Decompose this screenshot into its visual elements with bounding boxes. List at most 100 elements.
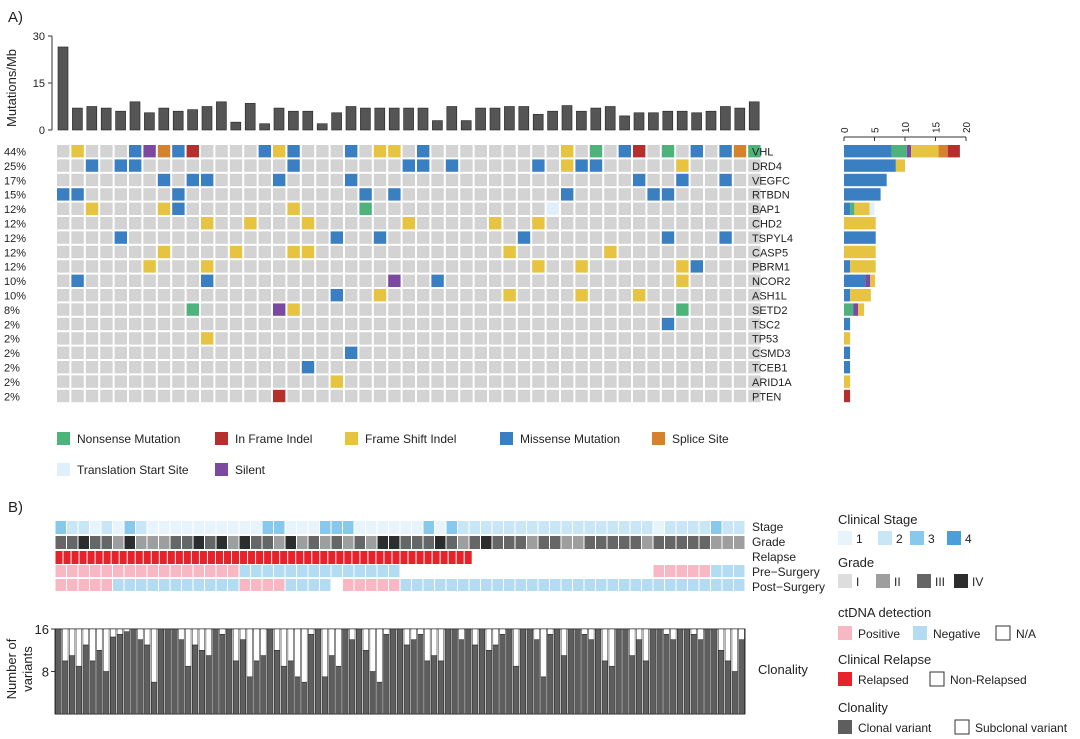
clonal-bar <box>622 628 629 715</box>
grade-cell <box>400 536 411 549</box>
grade-cell <box>665 536 676 549</box>
empty-cell <box>402 245 415 259</box>
clonal-bar <box>506 628 513 715</box>
subclonal-bar <box>403 628 410 646</box>
subclonal-bar <box>369 628 376 672</box>
clonal-bar <box>390 628 397 715</box>
empty-cell <box>431 361 444 374</box>
empty-cell <box>388 332 401 345</box>
post-surgery-cell <box>55 579 66 591</box>
empty-cell <box>589 346 603 359</box>
stage-cell <box>688 521 699 534</box>
stage-cell <box>205 521 216 534</box>
empty-cell <box>244 159 257 172</box>
empty-cell <box>661 332 675 345</box>
tmb-bar <box>662 110 674 131</box>
empty-cell <box>489 202 502 215</box>
stage-cell <box>400 521 411 534</box>
relapse-cell <box>272 551 280 564</box>
tmb-bar <box>604 106 616 131</box>
empty-cell <box>733 217 747 230</box>
empty-cell <box>517 274 531 287</box>
stage-cell <box>297 521 308 534</box>
empty-cell <box>604 173 617 187</box>
post-surgery-cell <box>676 579 687 591</box>
relapse-cell <box>360 551 368 564</box>
empty-cell <box>546 274 559 287</box>
empty-cell <box>604 145 617 158</box>
legend-label-missense: Missense Mutation <box>520 432 620 446</box>
empty-cell <box>229 289 243 302</box>
clonality-axis: 816 <box>35 622 55 680</box>
empty-cell <box>546 245 559 259</box>
subclonal-bar <box>246 628 253 678</box>
empty-cell <box>57 346 70 359</box>
empty-cell <box>71 375 84 388</box>
empty-cell <box>460 361 473 374</box>
relapse-cell <box>641 551 649 564</box>
empty-cell <box>647 260 660 273</box>
empty-cell <box>589 274 603 287</box>
tmb-bar <box>676 110 688 131</box>
empty-cell <box>273 274 286 287</box>
grade-cell <box>55 536 66 549</box>
relapse-cell <box>552 551 560 564</box>
gene-percentage: 2% <box>4 319 20 331</box>
empty-cell <box>460 289 473 302</box>
empty-cell <box>690 361 703 374</box>
clonal-bar <box>253 660 260 715</box>
empty-cell <box>705 361 718 374</box>
empty-cell <box>244 361 257 374</box>
relapse-cell <box>256 551 264 564</box>
empty-cell <box>445 346 459 359</box>
legend-title-stage: Clinical Stage <box>838 512 918 527</box>
empty-cell <box>143 389 156 403</box>
empty-cell <box>244 317 257 331</box>
empty-cell <box>719 389 732 403</box>
clonal-bar <box>150 681 158 715</box>
empty-cell <box>431 245 444 259</box>
clonal-bar <box>677 628 684 715</box>
grade-cell <box>354 536 365 549</box>
empty-cell <box>460 145 473 158</box>
empty-cell <box>301 260 315 273</box>
empty-cell <box>460 346 473 359</box>
empty-cell <box>114 317 127 331</box>
mutation-cell <box>129 159 142 172</box>
clonal-bar <box>103 671 110 715</box>
clinical-tracks <box>55 521 745 591</box>
clonal-bar <box>629 655 636 715</box>
track-label-post-surgery: Post−Surgery <box>752 580 825 594</box>
legend-label-inframe: In Frame Indel <box>235 432 312 446</box>
empty-cell <box>604 361 617 374</box>
gene-percentage: 25% <box>4 161 26 173</box>
empty-cell <box>359 332 372 345</box>
empty-cell <box>748 245 761 259</box>
empty-cell <box>445 202 459 215</box>
empty-cell <box>690 332 703 345</box>
empty-cell <box>618 260 631 273</box>
mutation-cell <box>201 173 214 187</box>
grade-cell <box>297 536 308 549</box>
gene-label: TP53 <box>752 334 778 346</box>
empty-cell <box>273 159 286 172</box>
mutation-cell <box>532 159 545 172</box>
empty-cell <box>676 231 689 244</box>
tmb-bar <box>705 110 717 131</box>
empty-cell <box>647 145 660 158</box>
stage-cell <box>228 521 239 534</box>
stage-cell <box>90 521 101 534</box>
empty-cell <box>719 303 732 316</box>
empty-cell <box>676 375 689 388</box>
pre-surgery-cell <box>377 565 388 577</box>
gene-percentage: 2% <box>4 334 20 346</box>
relapse-cell <box>697 551 705 564</box>
empty-cell <box>345 389 358 403</box>
empty-cell <box>431 260 444 273</box>
pre-surgery-cell <box>343 565 354 577</box>
empty-cell <box>748 289 761 302</box>
empty-cell <box>575 361 588 374</box>
empty-cell <box>258 389 271 403</box>
empty-cell <box>633 159 646 172</box>
stage-cell <box>515 521 526 534</box>
